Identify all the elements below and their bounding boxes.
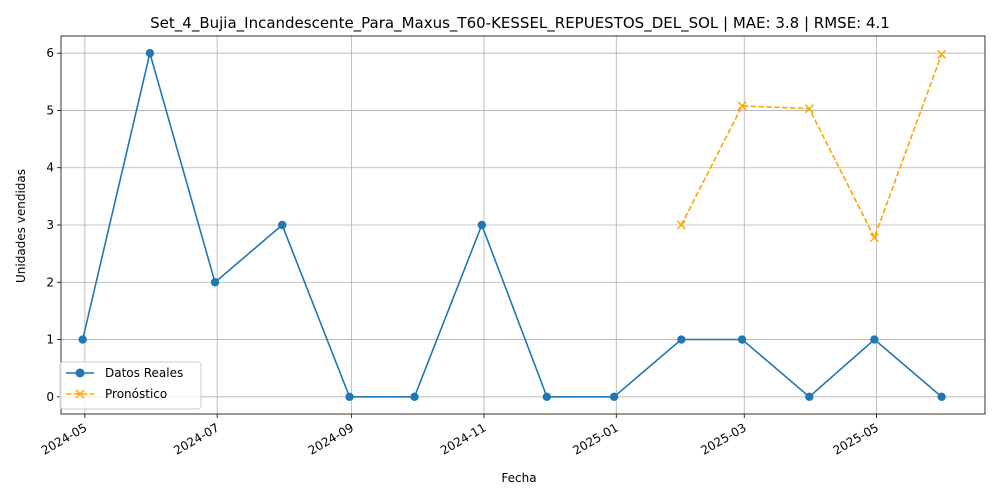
data-point-actual xyxy=(477,220,486,230)
legend-entry-actual: Datos Reales xyxy=(66,366,183,380)
data-point-actual xyxy=(937,392,946,402)
legend-entry-forecast: Pronóstico xyxy=(66,387,167,401)
data-point-actual xyxy=(870,335,879,344)
legend-forecast-marker xyxy=(75,389,85,399)
y-tick-label: 0 xyxy=(46,390,54,404)
series-layer xyxy=(78,48,947,402)
data-point-forecast xyxy=(737,101,747,111)
y-tick-label: 5 xyxy=(46,103,54,117)
series-line-actual xyxy=(81,50,943,398)
data-point-forecast xyxy=(937,49,947,59)
legend-actual-label: Datos Reales xyxy=(105,366,183,380)
data-point-actual xyxy=(78,335,87,344)
grid-lines xyxy=(61,36,985,414)
data-point-actual xyxy=(145,48,155,58)
data-point-actual xyxy=(410,392,419,402)
y-tick-label: 4 xyxy=(46,161,54,175)
data-point-forecast xyxy=(869,233,879,243)
legend-forecast-label: Pronóstico xyxy=(105,387,167,401)
y-tick-label: 6 xyxy=(46,46,54,60)
legend-box xyxy=(59,361,202,410)
data-point-actual xyxy=(278,220,287,230)
data-point-forecast xyxy=(676,220,686,230)
y-tick-label: 1 xyxy=(46,333,54,347)
data-point-actual xyxy=(677,335,686,344)
data-point-actual xyxy=(805,392,814,402)
data-point-actual xyxy=(737,335,747,344)
legend: Datos Reales Pronóstico xyxy=(59,361,202,410)
data-point-actual xyxy=(542,392,552,402)
data-point-actual xyxy=(345,392,354,402)
y-axis-label: Unidades vendidas xyxy=(14,169,28,283)
data-point-actual xyxy=(210,278,220,287)
data-point-actual xyxy=(609,392,619,402)
chart-title: Set_4_Bujia_Incandescente_Para_Maxus_T60… xyxy=(150,14,890,33)
data-point-forecast xyxy=(804,104,814,114)
x-axis-label: Fecha xyxy=(501,471,536,485)
y-tick-label: 3 xyxy=(46,218,54,232)
legend-actual-marker xyxy=(75,368,85,378)
y-tick-label: 2 xyxy=(46,275,54,289)
y-axis-ticks: 0 1 2 3 4 5 6 xyxy=(46,46,61,404)
